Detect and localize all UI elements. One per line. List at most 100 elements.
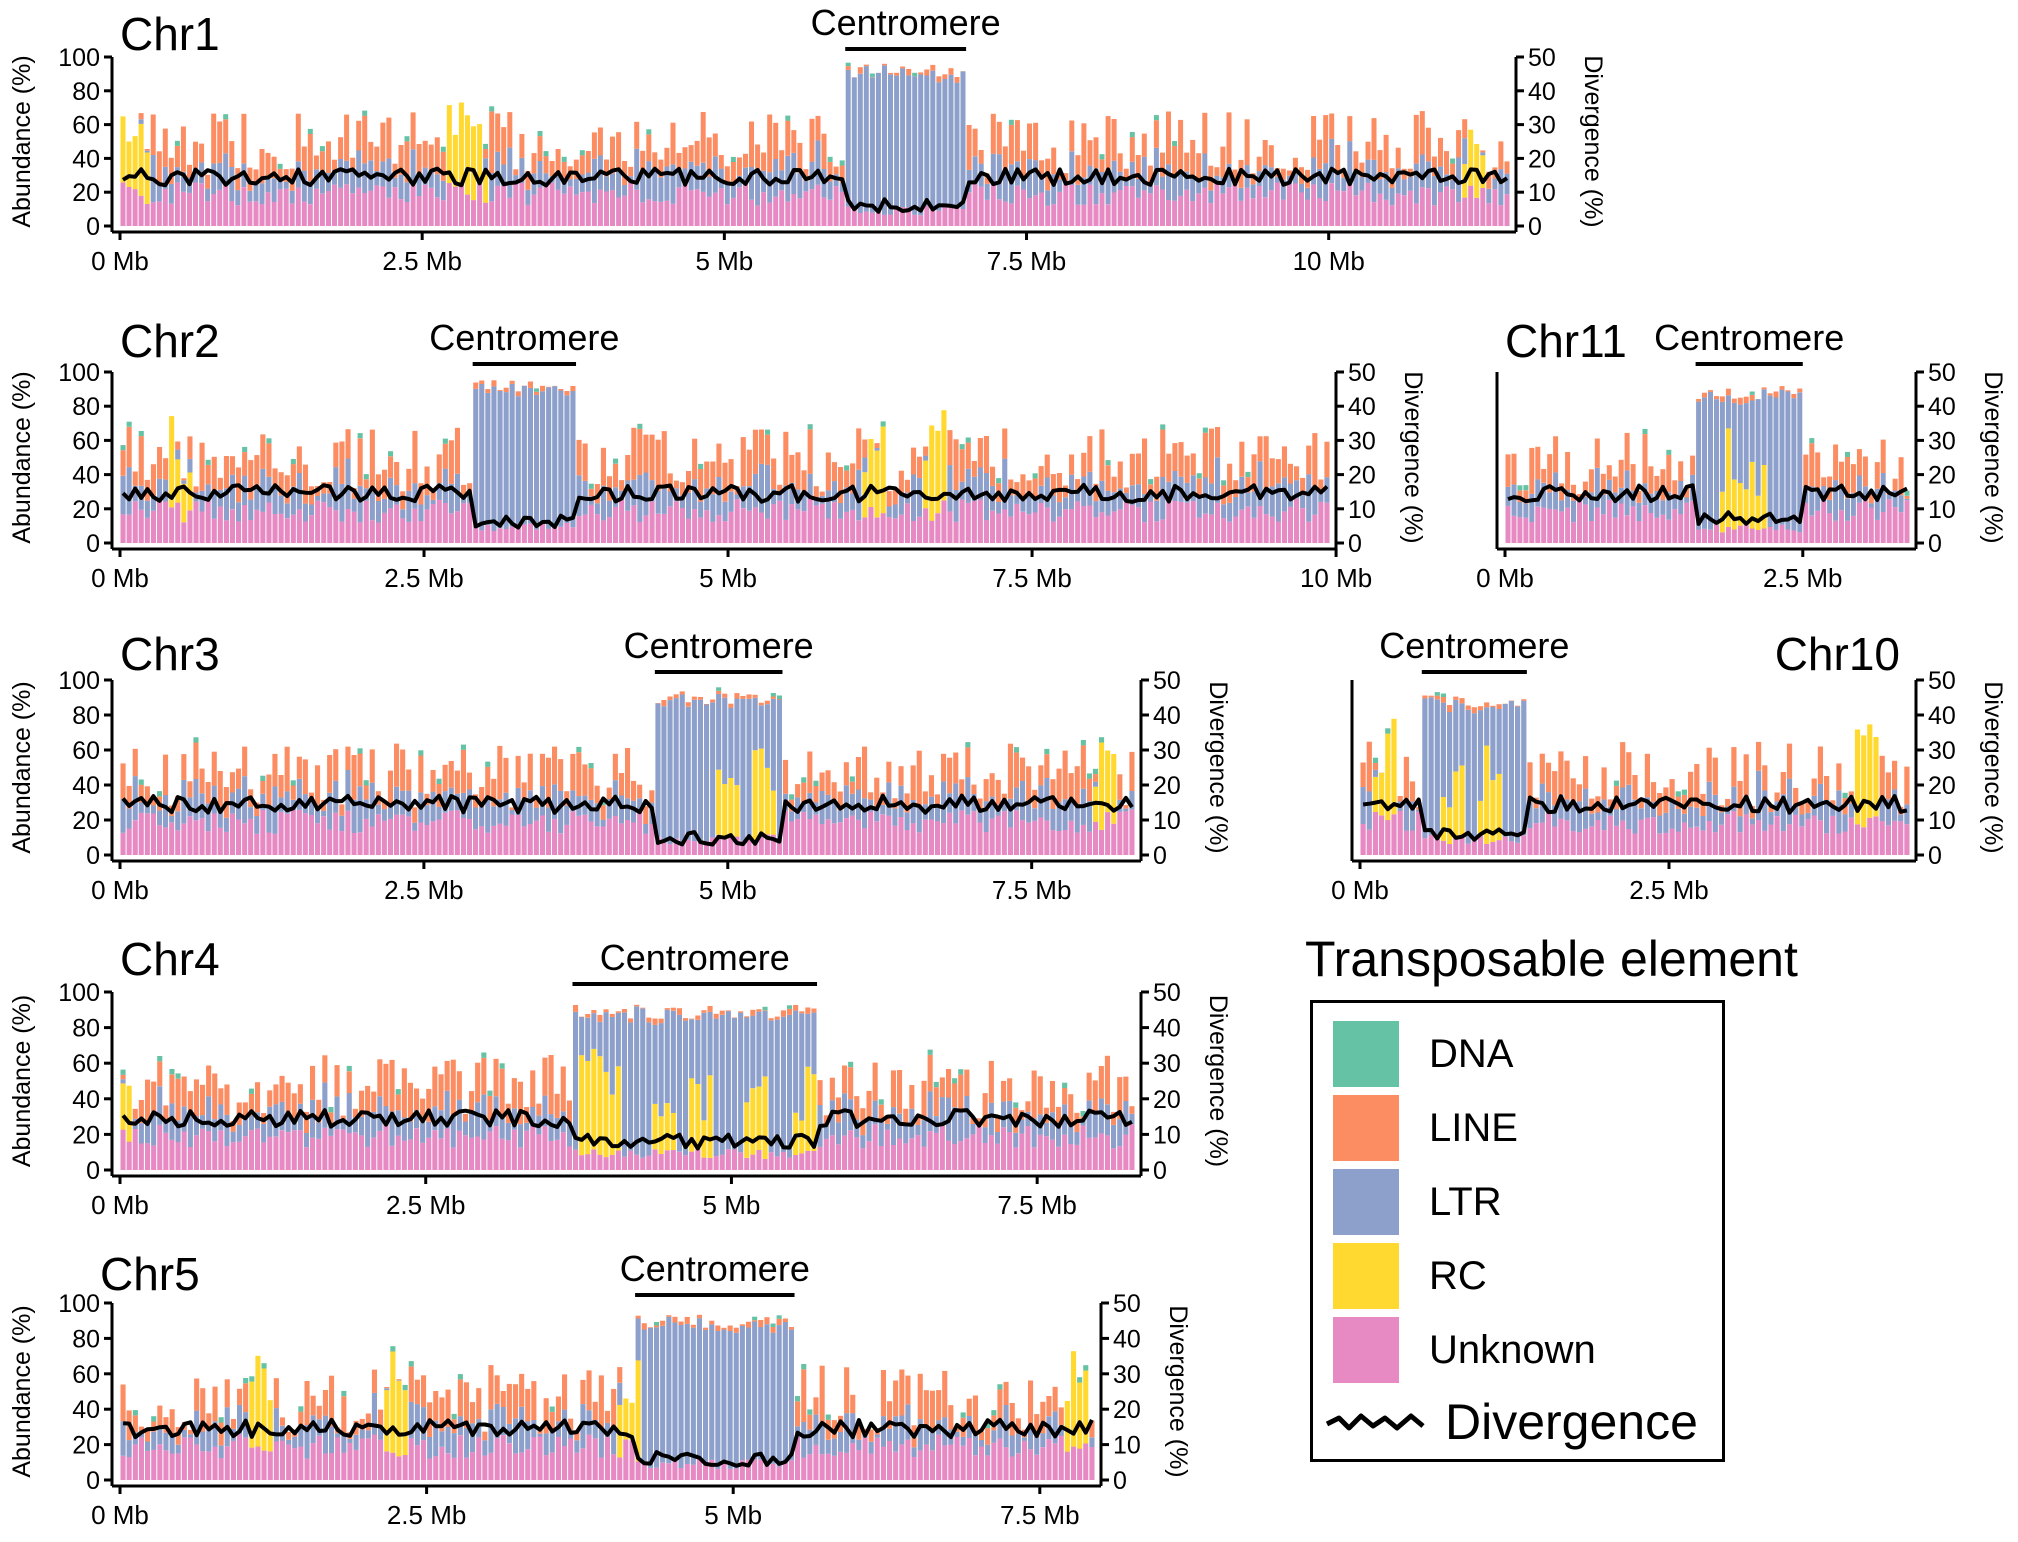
- bar-line: [1624, 432, 1630, 471]
- bar-line: [145, 1079, 151, 1122]
- bar-unknown: [273, 1136, 279, 1170]
- bar-line: [789, 454, 795, 483]
- bar-dna: [485, 761, 491, 767]
- bar-rc: [126, 1085, 132, 1142]
- bar-line: [315, 765, 321, 806]
- bar-ltr: [1425, 161, 1431, 189]
- bar-unknown: [199, 183, 205, 226]
- bar-unknown: [1486, 203, 1492, 226]
- bar-ltr: [716, 693, 722, 770]
- bar-ltr: [530, 1106, 536, 1127]
- bar-ltr: [236, 502, 242, 522]
- bar-ltr: [377, 1096, 383, 1131]
- bar-ltr: [1785, 391, 1791, 530]
- bar-line: [850, 1394, 856, 1414]
- bar-line: [1632, 775, 1638, 800]
- bar-unknown: [779, 190, 785, 226]
- bar-ltr: [679, 694, 685, 845]
- bar-unknown: [564, 523, 570, 543]
- bar-unknown: [432, 1130, 438, 1170]
- bar-unknown: [1696, 529, 1702, 543]
- bar-ltr: [302, 503, 308, 522]
- bar-line: [1714, 396, 1719, 400]
- bar-ltr: [573, 1011, 579, 1150]
- bar-line: [552, 746, 558, 785]
- bar-unknown: [1021, 189, 1026, 226]
- bar-line: [1712, 757, 1718, 795]
- bar-line: [1275, 459, 1281, 484]
- bar-ltr: [845, 69, 851, 207]
- bar-dna: [787, 1005, 793, 1009]
- bar-line: [1892, 760, 1898, 790]
- bar-unknown: [755, 205, 761, 226]
- divergence-line: [123, 1417, 1094, 1468]
- bar-unknown: [1129, 504, 1135, 543]
- bar-line: [175, 1078, 181, 1121]
- bar-unknown: [475, 1136, 481, 1170]
- bar-unknown: [509, 814, 515, 855]
- bar-unknown: [954, 207, 960, 226]
- bar-ltr: [384, 1388, 390, 1391]
- centromere-label: Centromere: [620, 1248, 810, 1289]
- bar-unknown: [223, 183, 229, 226]
- bar-dna: [801, 777, 807, 783]
- bar-ltr: [440, 180, 446, 201]
- bar-ltr: [254, 816, 260, 834]
- bar-line: [905, 1375, 911, 1405]
- bar-line: [450, 1059, 456, 1117]
- bar-line: [1650, 782, 1657, 802]
- bar-line: [259, 149, 265, 184]
- bar-unknown: [169, 1453, 175, 1480]
- y-tick-label: 0: [86, 842, 100, 870]
- bar-line: [1269, 458, 1275, 487]
- bar-ltr: [996, 502, 1002, 514]
- bar-ltr: [254, 484, 260, 510]
- bar-line: [1428, 695, 1434, 698]
- bar-line: [1232, 169, 1238, 180]
- bar-line: [491, 778, 497, 807]
- bar-ltr: [1129, 485, 1135, 505]
- bar-unknown: [515, 526, 521, 543]
- bar-ltr: [739, 1325, 745, 1461]
- bar-line: [1292, 157, 1298, 170]
- y-tick-label: 80: [72, 393, 100, 421]
- bar-unknown: [390, 1452, 396, 1480]
- bar-ltr: [850, 493, 856, 510]
- bar-unknown: [386, 197, 392, 226]
- bar-dna: [436, 778, 442, 784]
- bar-line: [1559, 483, 1565, 501]
- bar-ltr: [1749, 818, 1755, 825]
- legend-swatch: [1333, 1095, 1399, 1161]
- bar-ltr: [1762, 790, 1768, 831]
- bar-unknown: [695, 1149, 701, 1170]
- y-tick-label: 40: [72, 462, 100, 490]
- bar-unknown: [1294, 498, 1300, 543]
- bar-unknown: [953, 521, 959, 543]
- bar-unknown: [833, 186, 839, 226]
- bar-unknown: [863, 211, 869, 226]
- bar-line: [740, 696, 746, 699]
- bar-line: [897, 1070, 903, 1114]
- bar-unknown: [1233, 516, 1239, 543]
- bar-unknown: [817, 1146, 823, 1170]
- bar-ltr: [744, 1017, 750, 1103]
- bar-ltr: [1135, 179, 1141, 198]
- bar-line: [255, 1082, 261, 1113]
- bar-unknown: [174, 182, 180, 226]
- bar-ltr: [640, 1008, 646, 1158]
- bar-line: [1256, 156, 1262, 172]
- bar-line: [856, 428, 862, 470]
- bar-unknown: [1014, 185, 1020, 226]
- bar-line: [260, 781, 266, 794]
- bar-line: [819, 772, 825, 791]
- bar-unknown: [169, 507, 175, 543]
- bar-unknown: [487, 1131, 493, 1170]
- bar-unknown: [1226, 187, 1232, 226]
- bar-ltr: [983, 473, 989, 521]
- bar-ltr: [768, 1020, 774, 1153]
- bar-ltr: [866, 1119, 872, 1142]
- bar-unknown: [886, 815, 892, 855]
- bar-line: [1063, 173, 1069, 181]
- bar-line: [954, 1428, 960, 1432]
- bar-line: [1833, 444, 1839, 481]
